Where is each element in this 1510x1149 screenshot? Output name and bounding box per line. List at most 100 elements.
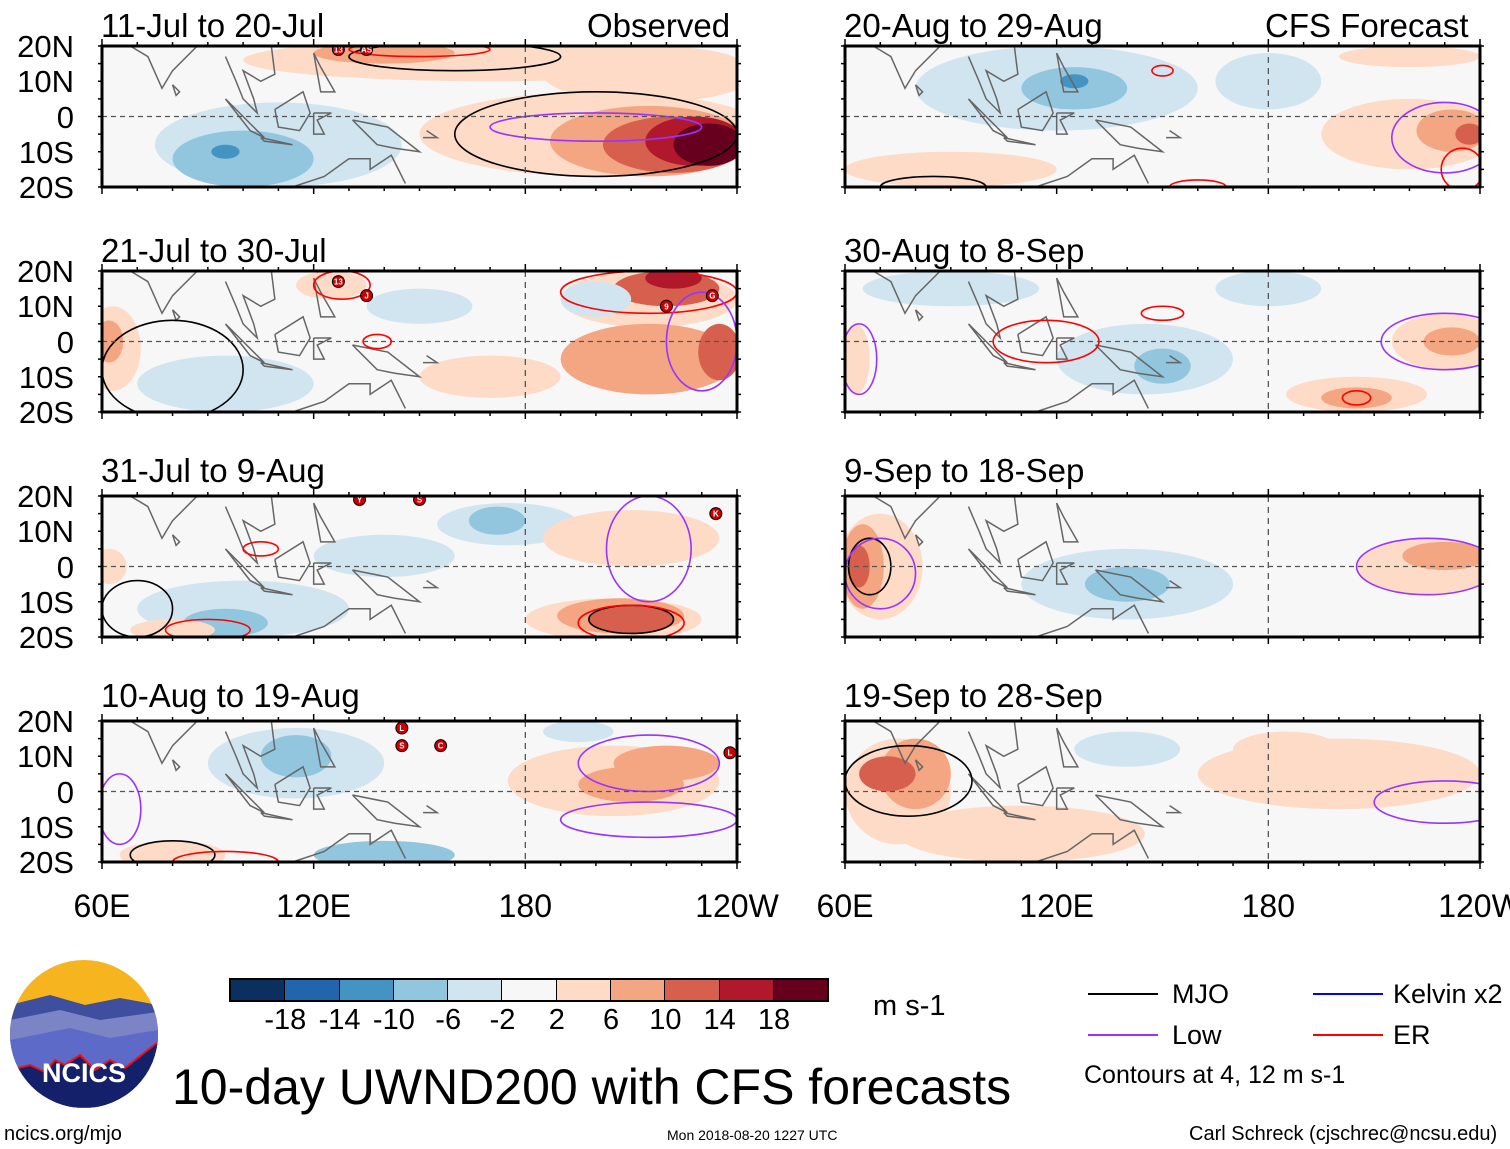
anomaly-shading: [419, 355, 561, 398]
contour-line: [1151, 64, 1174, 77]
lat-tick-label: 10N: [17, 64, 74, 100]
colorbar-tick-label: 18: [757, 1004, 791, 1036]
coastline: [312, 112, 332, 135]
anomaly-shading: [1402, 541, 1480, 571]
anomaly-shading: [1455, 123, 1480, 145]
coastline: [967, 271, 1019, 341]
coastline: [914, 759, 924, 772]
coastline: [1055, 787, 1075, 810]
colorbar-tick-label: -6: [435, 1004, 462, 1036]
ncics-logo: NCICS: [10, 960, 158, 1108]
colorbar-units: m s-1: [873, 990, 946, 1022]
panel-title: 30-Aug to 8-Sep: [844, 232, 1085, 269]
logo-text: NCICS: [42, 1058, 126, 1088]
lat-tick-label: 0: [56, 549, 74, 585]
lat-tick-label: 0: [56, 99, 74, 135]
tropical-cyclone-marker: G: [705, 289, 719, 303]
colorbar-swatch: [719, 980, 774, 1000]
contour-line: [454, 91, 737, 178]
tropical-cyclone-marker: 13: [331, 46, 345, 57]
coastline: [351, 794, 423, 828]
colorbar-tick-label: -14: [318, 1004, 361, 1036]
contour-line: [164, 618, 251, 637]
coastline: [1003, 136, 1036, 146]
coastline: [312, 727, 337, 768]
coastline: [292, 604, 407, 637]
coastline: [1055, 562, 1075, 585]
anomaly-shading: [1338, 46, 1480, 68]
anomaly-shading: [848, 545, 870, 588]
coastline: [967, 46, 1019, 116]
contour-note: Contours at 4, 12 m s-1: [1084, 1061, 1346, 1089]
coastline: [351, 569, 423, 603]
coastline: [292, 379, 407, 412]
tropical-cyclone-marker: AS: [360, 46, 374, 57]
anomaly-shading: [897, 805, 1145, 862]
contour-line: [879, 175, 987, 187]
coastline: [1035, 604, 1150, 637]
colorbar-swatch: [665, 980, 720, 1000]
coastline: [967, 323, 1008, 364]
anomaly-shading: [588, 605, 674, 634]
lat-tick-label: 20S: [18, 170, 74, 205]
coastline: [1055, 502, 1080, 543]
anomaly-shading: [119, 840, 226, 862]
coastline: [967, 548, 1008, 589]
contour-line: [845, 537, 917, 610]
coastline: [1055, 112, 1075, 135]
svg-text:L: L: [399, 724, 404, 733]
lon-tick-label: 180: [1241, 888, 1296, 924]
coastline: [274, 315, 311, 357]
colorbar-swatch: [448, 980, 503, 1000]
lon-tick-label: 180: [498, 888, 553, 924]
coastline: [423, 354, 440, 364]
anomaly-shading: [1084, 566, 1170, 602]
anomaly-shading: [1134, 348, 1191, 384]
contour-line: [102, 579, 174, 637]
site-link[interactable]: ncics.org/mjo: [4, 1123, 122, 1145]
anomaly-shading: [172, 130, 314, 187]
svg-text:AS: AS: [361, 46, 373, 55]
coastline: [171, 84, 181, 97]
lat-tick-label: 20S: [18, 845, 74, 880]
coastline: [224, 323, 265, 364]
coastline: [967, 721, 1019, 791]
contour-line: [1140, 305, 1185, 322]
anomaly-shading: [645, 271, 702, 289]
svg-text:13: 13: [334, 46, 343, 55]
map-panel-1: 13 AS: [98, 39, 741, 194]
map-panel-6: [841, 264, 1484, 419]
coastline: [129, 721, 198, 765]
contour-line: [845, 323, 878, 396]
contour-line: [102, 773, 142, 846]
coastline: [872, 46, 941, 90]
colorbar-tick-label: 2: [548, 1004, 565, 1036]
coastline: [224, 98, 265, 139]
coastline: [171, 759, 181, 772]
coastline: [872, 721, 941, 765]
colorbar-tick-label: 14: [703, 1004, 736, 1036]
lon-tick-label: 60E: [816, 888, 874, 924]
colorbar-swatch: [393, 980, 449, 1000]
coastline: [224, 548, 265, 589]
credit: Carl Schreck (cjschrec@ncsu.edu): [1189, 1123, 1498, 1145]
tropical-cyclone-marker: C: [434, 739, 448, 753]
coastline: [1017, 90, 1054, 132]
contour-line: [102, 319, 244, 412]
anomaly-shading: [1021, 67, 1128, 110]
coastline: [423, 129, 440, 139]
coastline: [260, 361, 293, 371]
coastline: [1035, 379, 1150, 412]
coastline: [1003, 361, 1036, 371]
lat-tick-label: 10S: [18, 809, 74, 845]
lon-tick-label: 120W: [1438, 888, 1510, 924]
tropical-cyclone-marker: L: [395, 721, 409, 735]
coastline: [224, 46, 276, 116]
colorbar-swatch: [285, 980, 340, 1000]
svg-text:Y: Y: [357, 496, 363, 505]
anomaly-shading: [211, 144, 240, 159]
coastline: [1166, 579, 1183, 589]
tropical-cyclone-marker: L: [723, 746, 737, 760]
tropical-cyclone-marker: S: [395, 739, 409, 753]
lat-tick-label: 10N: [17, 514, 74, 550]
